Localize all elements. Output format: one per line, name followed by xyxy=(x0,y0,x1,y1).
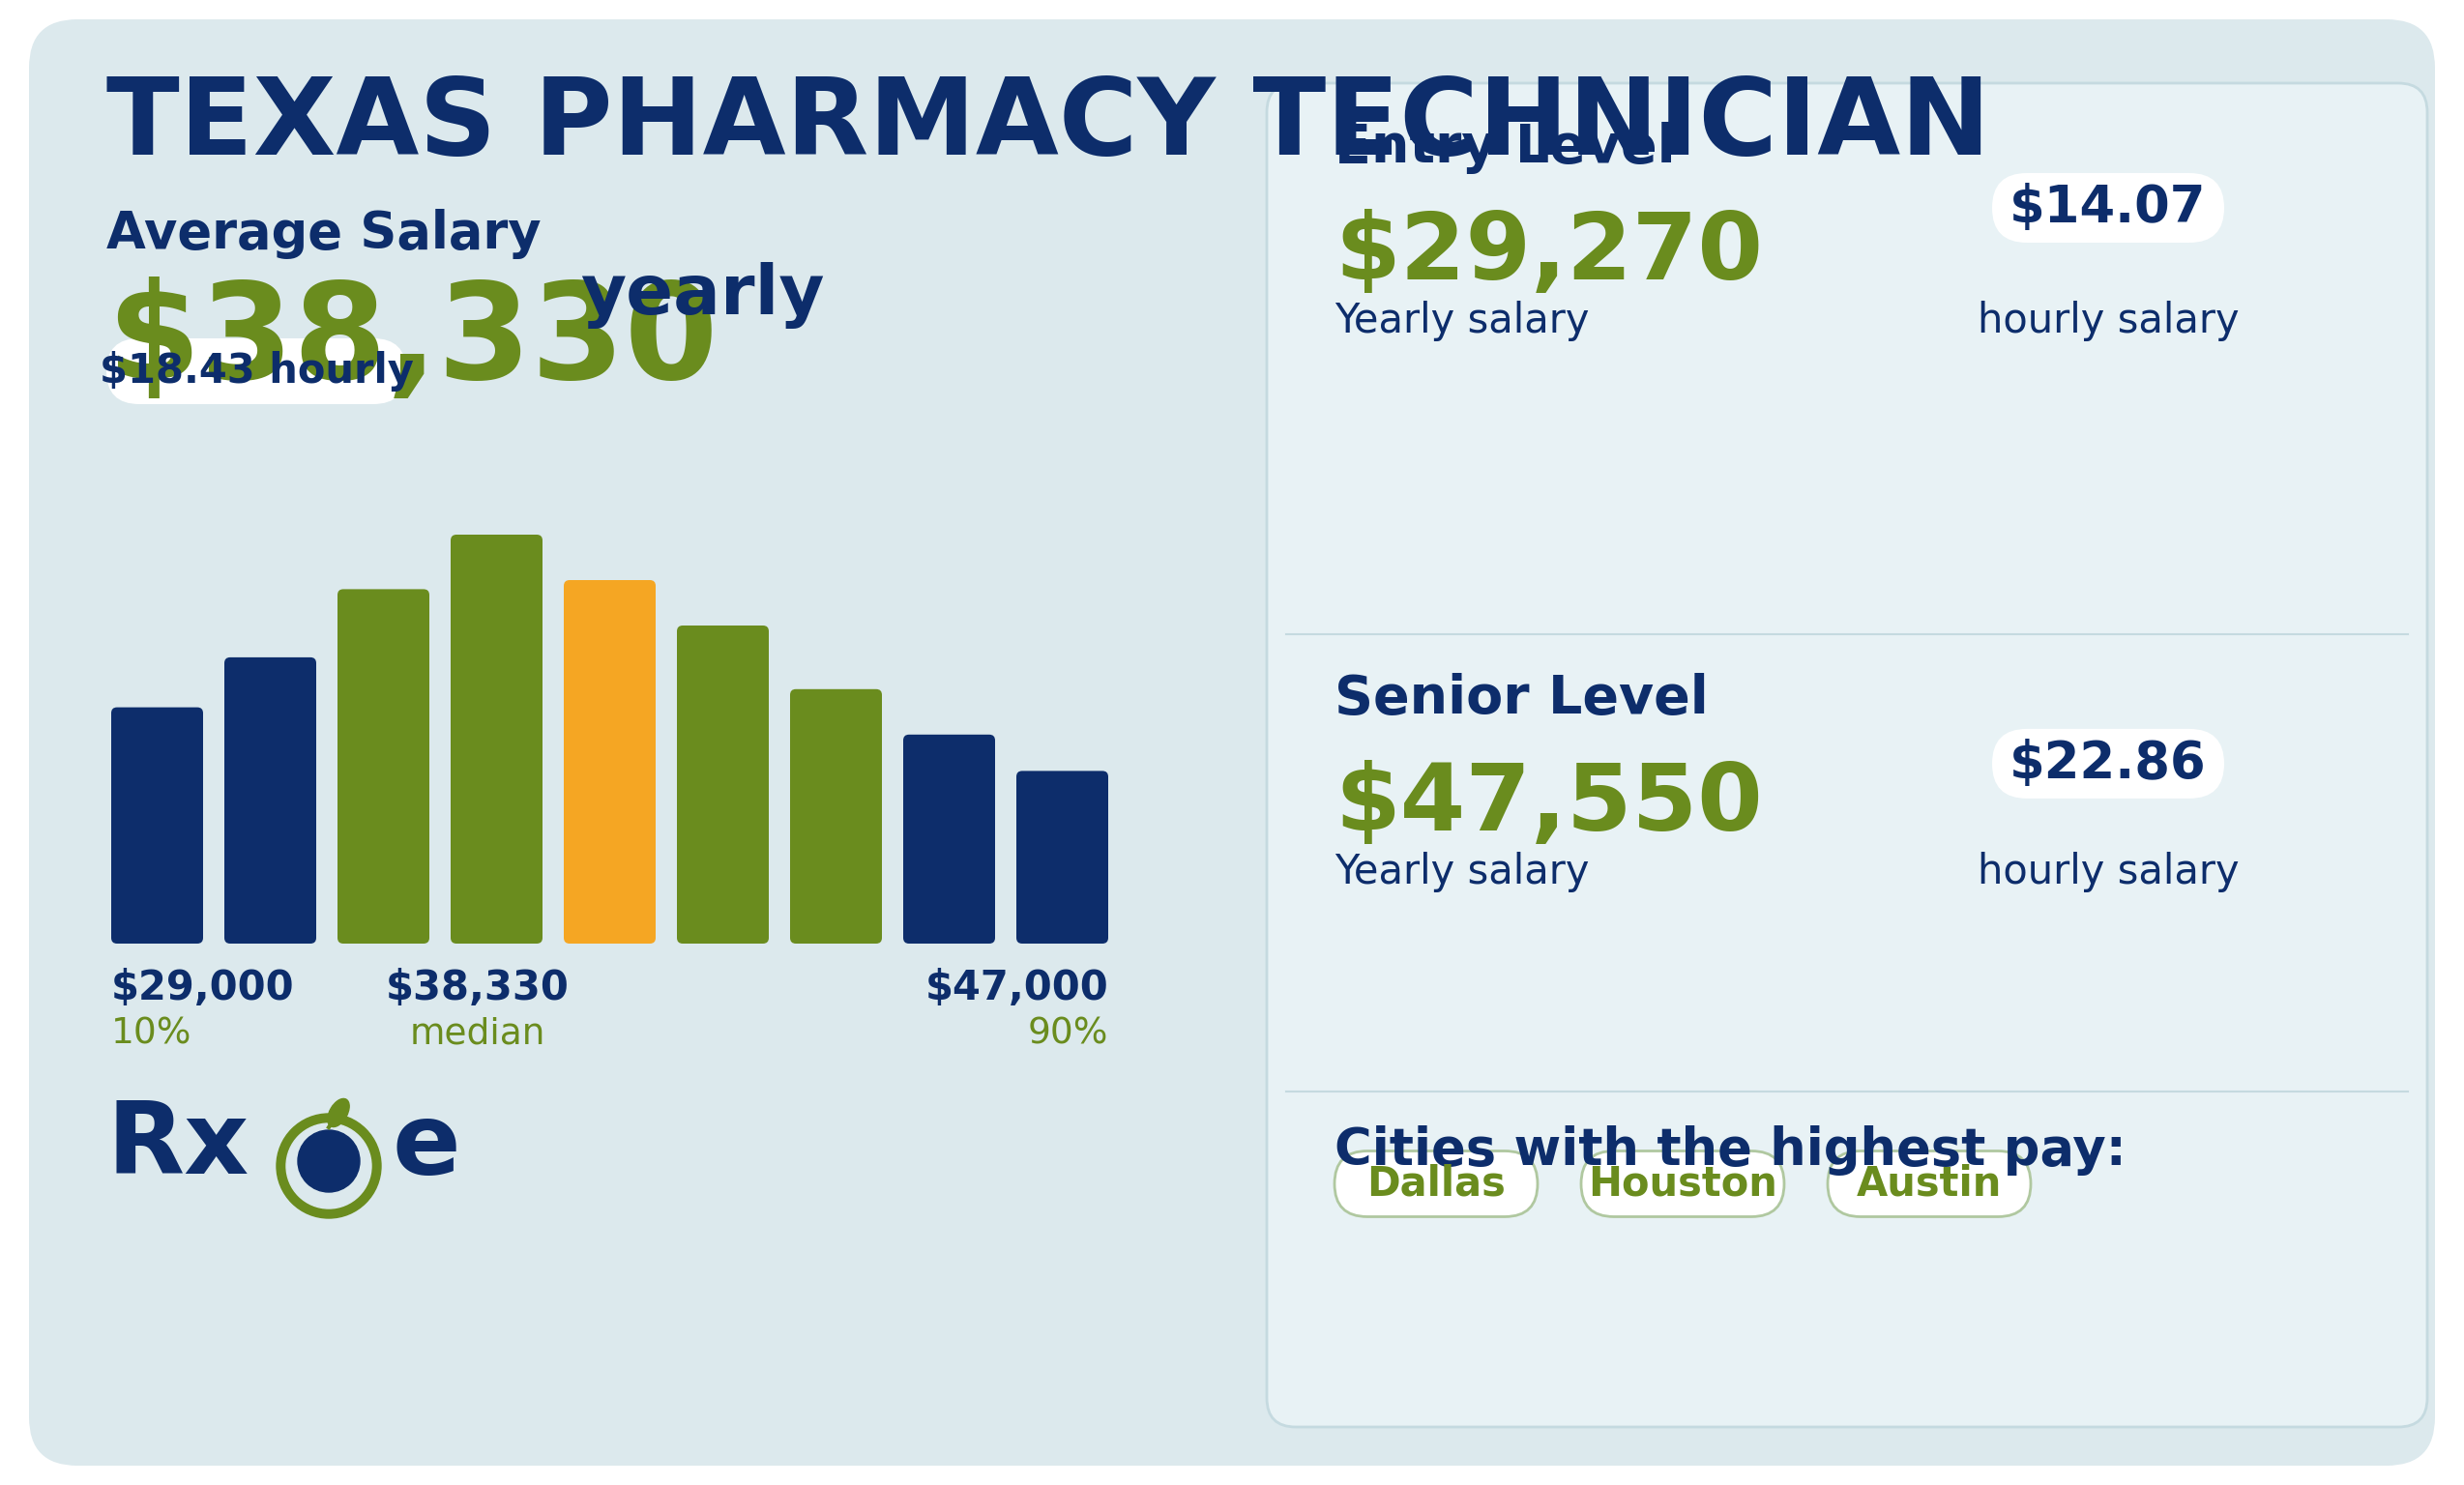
Circle shape xyxy=(298,1130,360,1192)
Text: hourly salary: hourly salary xyxy=(1976,300,2240,342)
FancyBboxPatch shape xyxy=(904,735,995,943)
Text: hourly salary: hourly salary xyxy=(1976,852,2240,892)
Text: Average Salary: Average Salary xyxy=(106,209,542,258)
Text: $22.86: $22.86 xyxy=(2011,738,2208,789)
Text: $18.43 hourly: $18.43 hourly xyxy=(99,350,414,392)
FancyBboxPatch shape xyxy=(1582,1151,1784,1216)
Text: Entry Level: Entry Level xyxy=(1335,122,1676,174)
Circle shape xyxy=(286,1124,372,1209)
FancyBboxPatch shape xyxy=(224,658,315,943)
Text: TEXAS PHARMACY TECHNICIAN: TEXAS PHARMACY TECHNICIAN xyxy=(106,73,1991,177)
Text: $14.07: $14.07 xyxy=(2011,183,2208,233)
Text: e: e xyxy=(392,1097,461,1195)
Text: $47,550: $47,550 xyxy=(1335,760,1762,849)
Text: $29,000: $29,000 xyxy=(111,968,296,1008)
FancyBboxPatch shape xyxy=(30,19,2434,1466)
Text: 10%: 10% xyxy=(111,1016,192,1051)
FancyBboxPatch shape xyxy=(106,339,407,404)
Text: Austin: Austin xyxy=(1855,1164,2001,1204)
Text: Yearly salary: Yearly salary xyxy=(1335,852,1589,892)
Text: Yearly salary: Yearly salary xyxy=(1335,300,1589,342)
Circle shape xyxy=(276,1114,382,1218)
Text: $29,270: $29,270 xyxy=(1335,209,1762,298)
FancyBboxPatch shape xyxy=(111,707,202,943)
Text: Houston: Houston xyxy=(1587,1164,1777,1204)
FancyBboxPatch shape xyxy=(1991,174,2225,242)
FancyBboxPatch shape xyxy=(791,689,882,943)
FancyBboxPatch shape xyxy=(1828,1151,2030,1216)
Text: Dallas: Dallas xyxy=(1368,1164,1506,1204)
FancyBboxPatch shape xyxy=(564,581,655,943)
FancyBboxPatch shape xyxy=(1266,83,2427,1427)
Text: 90%: 90% xyxy=(1027,1016,1109,1051)
FancyBboxPatch shape xyxy=(451,535,542,943)
FancyBboxPatch shape xyxy=(678,625,769,943)
Text: $47,000: $47,000 xyxy=(924,968,1109,1008)
Text: median: median xyxy=(409,1016,545,1051)
FancyBboxPatch shape xyxy=(1335,1151,1538,1216)
Text: yearly: yearly xyxy=(579,261,825,328)
FancyBboxPatch shape xyxy=(1991,729,2225,799)
FancyBboxPatch shape xyxy=(338,590,429,943)
FancyBboxPatch shape xyxy=(1015,771,1109,943)
Text: $38,330: $38,330 xyxy=(106,276,717,407)
Ellipse shape xyxy=(328,1099,350,1127)
Text: Rx: Rx xyxy=(106,1097,249,1195)
Text: Cities with the highest pay:: Cities with the highest pay: xyxy=(1335,1124,2126,1175)
Text: $38,330: $38,330 xyxy=(384,968,569,1008)
Text: Senior Level: Senior Level xyxy=(1335,673,1708,725)
